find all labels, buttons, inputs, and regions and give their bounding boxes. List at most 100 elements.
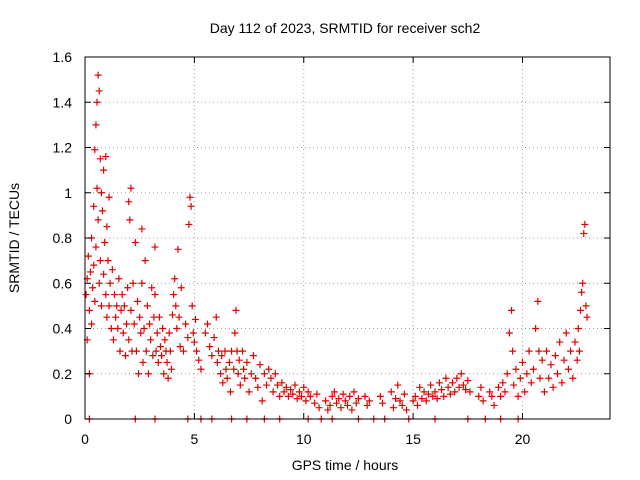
data-point <box>177 284 185 292</box>
data-point <box>363 401 371 409</box>
data-point <box>111 291 119 299</box>
data-point <box>433 395 441 403</box>
data-point <box>104 257 112 265</box>
data-point <box>444 383 452 391</box>
data-point <box>219 379 227 387</box>
data-point <box>161 336 169 344</box>
y-tick-label: 0.2 <box>53 366 73 382</box>
y-tick-label: 1.4 <box>53 94 73 110</box>
data-point <box>464 377 472 385</box>
data-point <box>505 329 513 337</box>
data-point <box>105 193 113 201</box>
data-point <box>127 306 135 314</box>
data-point <box>300 383 308 391</box>
data-point <box>171 275 179 283</box>
data-point <box>182 320 190 328</box>
data-point <box>208 352 216 360</box>
data-point <box>579 279 587 287</box>
chart-title: Day 112 of 2023, SRMTID for receiver sch… <box>210 20 481 36</box>
data-point <box>575 347 583 355</box>
data-point <box>451 388 459 396</box>
data-point <box>490 401 498 409</box>
data-point <box>214 347 222 355</box>
data-point <box>172 302 180 310</box>
data-point <box>130 320 138 328</box>
data-point <box>163 358 171 366</box>
data-point <box>120 302 128 310</box>
data-point <box>121 352 129 360</box>
data-point <box>293 395 301 403</box>
data-point <box>204 320 211 328</box>
data-point <box>100 166 108 174</box>
data-point <box>234 370 242 378</box>
x-tick-label: 5 <box>190 431 198 447</box>
data-point <box>212 313 220 321</box>
data-point <box>379 399 386 407</box>
data-point <box>324 406 332 414</box>
data-point <box>197 365 205 373</box>
data-point <box>455 383 463 391</box>
data-point <box>103 313 111 321</box>
data-point <box>562 329 570 337</box>
data-point <box>175 313 183 321</box>
y-tick-label: 0.6 <box>53 275 73 291</box>
data-point <box>232 306 240 314</box>
data-point <box>341 397 349 405</box>
data-point <box>103 223 111 231</box>
data-point <box>131 239 139 247</box>
data-point <box>239 347 246 355</box>
data-point <box>446 390 454 398</box>
data-point <box>459 381 467 389</box>
data-point <box>107 325 115 332</box>
data-point <box>135 370 143 378</box>
data-point <box>514 392 522 400</box>
data-point <box>86 268 94 276</box>
data-point <box>576 306 584 314</box>
data-point <box>143 302 151 310</box>
y-tick-label: 0.4 <box>53 321 73 337</box>
x-tick-label: 0 <box>81 431 89 447</box>
data-point <box>123 320 131 328</box>
data-point <box>411 392 419 400</box>
data-point <box>337 404 345 412</box>
data-point <box>137 329 145 337</box>
data-point <box>475 392 483 400</box>
data-point <box>236 381 244 389</box>
data-point <box>519 358 526 366</box>
data-point <box>304 388 312 396</box>
data-point <box>313 390 321 398</box>
data-point <box>523 370 531 378</box>
data-point <box>230 365 238 373</box>
data-point <box>148 284 156 292</box>
data-point <box>125 336 133 344</box>
data-point <box>151 243 159 251</box>
data-point <box>92 121 100 129</box>
data-point <box>225 358 233 366</box>
data-point <box>424 390 432 398</box>
data-point <box>151 291 159 299</box>
data-point <box>282 383 290 391</box>
data-point <box>287 386 295 394</box>
data-point <box>94 216 102 224</box>
x-tick-label: 10 <box>296 431 312 447</box>
data-point <box>149 352 157 360</box>
data-point <box>271 370 279 378</box>
data-point <box>315 404 323 412</box>
data-point <box>89 284 97 292</box>
data-point <box>529 365 537 373</box>
data-point <box>339 390 347 398</box>
data-point <box>263 381 271 389</box>
data-point <box>193 347 201 355</box>
data-point <box>153 329 161 337</box>
data-point <box>335 395 343 403</box>
data-point <box>538 356 546 364</box>
data-point <box>90 202 98 210</box>
data-point <box>140 325 148 332</box>
data-point <box>427 381 435 389</box>
data-point <box>543 347 551 355</box>
data-point <box>82 291 90 299</box>
data-point <box>442 374 450 382</box>
data-point <box>179 347 187 355</box>
data-point <box>431 388 439 396</box>
data-point <box>512 365 520 373</box>
